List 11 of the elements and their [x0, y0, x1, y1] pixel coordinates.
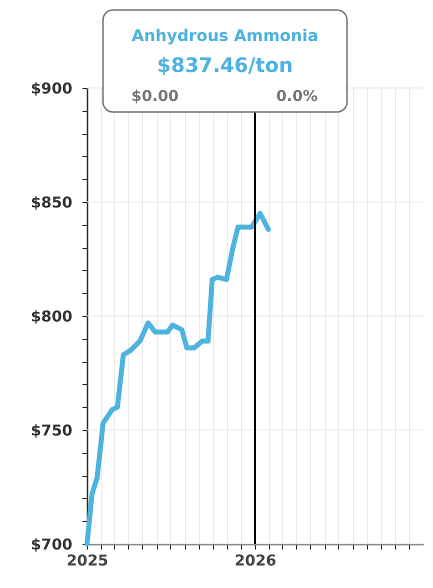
y-tick-label: $750	[30, 422, 72, 440]
y-tick-label: $850	[30, 194, 72, 212]
text: $837.46/ton	[157, 53, 293, 77]
text: Anhydrous Ammonia	[132, 26, 318, 45]
annotation: $0.00	[131, 87, 179, 105]
x-tick-label: 2026	[234, 552, 276, 570]
y-tick-label: $800	[30, 308, 72, 326]
y-tick-label: $700	[30, 536, 72, 554]
y-tick-label: $900	[30, 80, 72, 98]
x-tick-label: 2025	[66, 552, 108, 570]
annotation: 0.0%	[276, 87, 318, 105]
